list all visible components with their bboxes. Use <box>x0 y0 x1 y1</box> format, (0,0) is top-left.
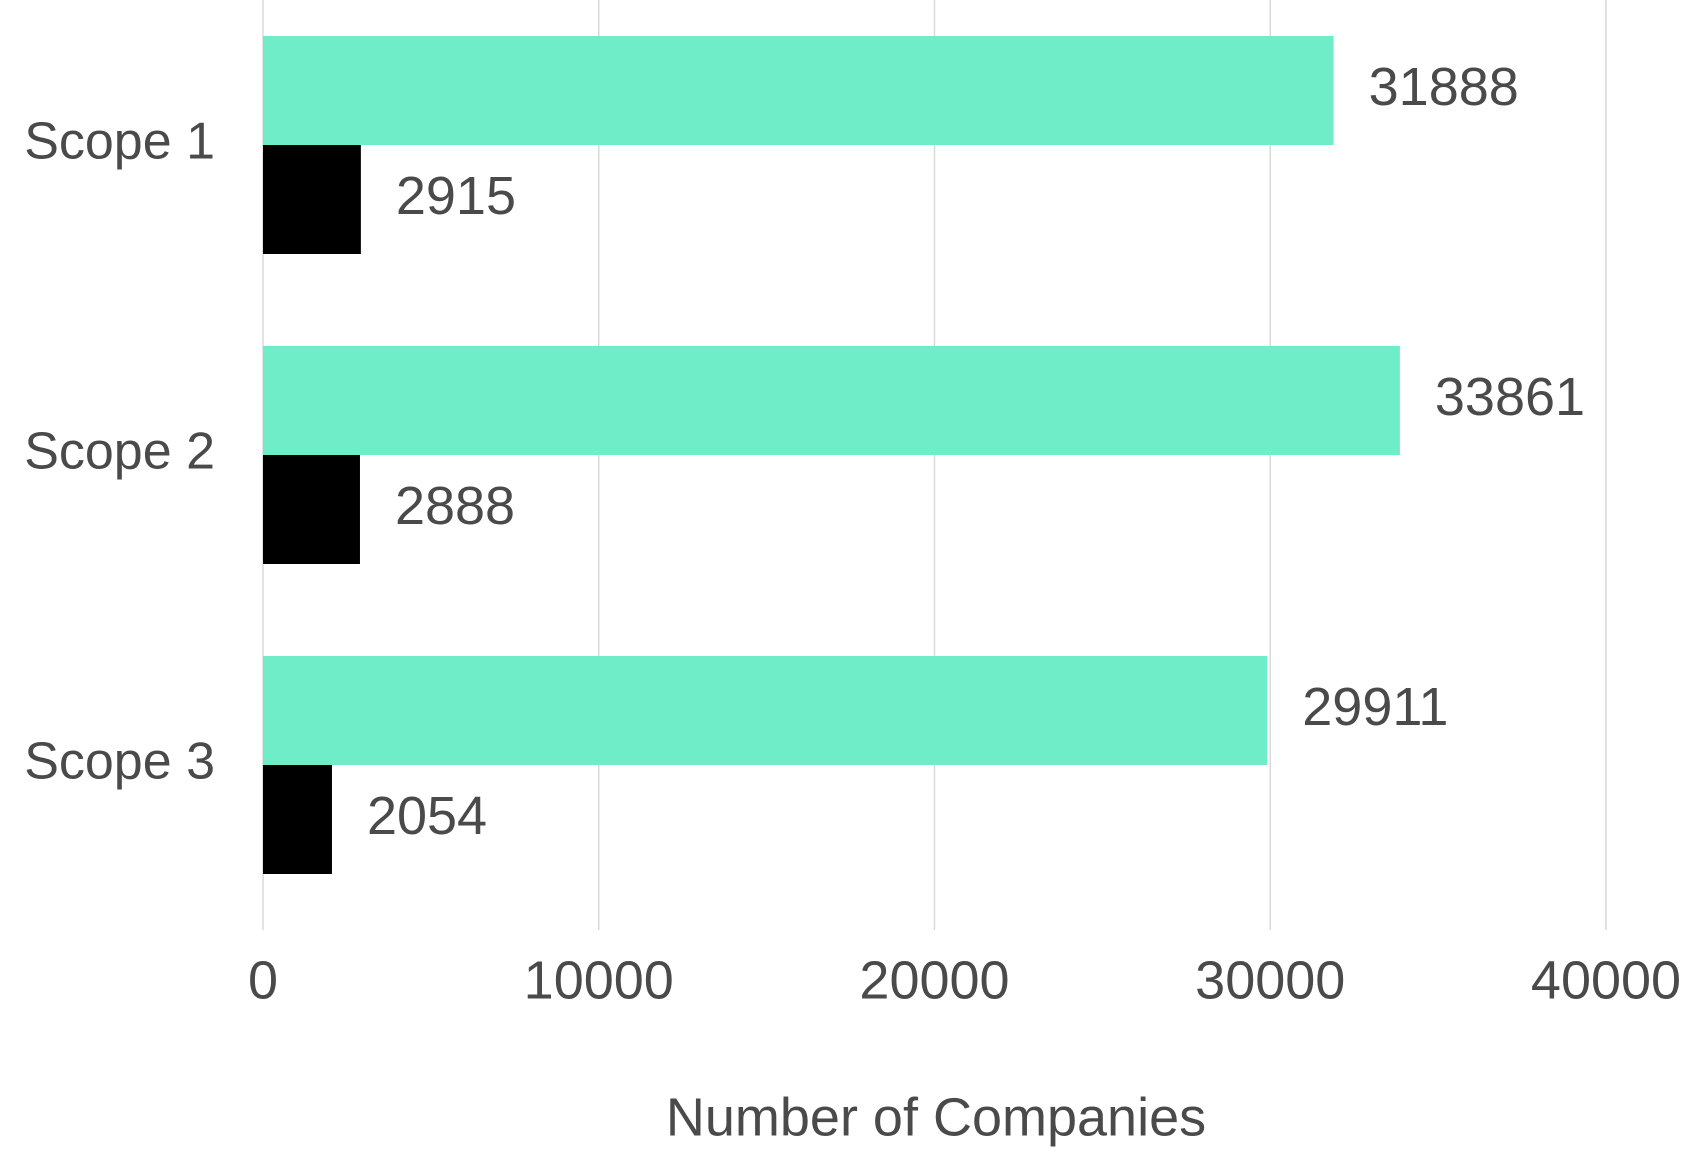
x-tick-label: 20000 <box>859 950 1009 1010</box>
value-label: 2915 <box>396 166 516 226</box>
x-tick-label: 40000 <box>1531 950 1681 1010</box>
value-label: 31888 <box>1369 57 1519 117</box>
bar <box>263 656 1268 765</box>
y-tick-label: Scope 3 <box>24 733 215 791</box>
bar <box>263 36 1334 145</box>
value-label: 2054 <box>367 786 487 846</box>
bar <box>263 346 1400 455</box>
x-tick-label: 30000 <box>1195 950 1345 1010</box>
value-label: 2888 <box>395 476 515 536</box>
bar <box>263 765 332 874</box>
x-tick-label: 0 <box>248 950 278 1010</box>
bar <box>263 145 361 254</box>
x-axis-label: Number of Companies <box>666 1087 1206 1147</box>
x-tick-label: 10000 <box>524 950 674 1010</box>
y-tick-label: Scope 2 <box>24 423 215 481</box>
value-label: 29911 <box>1302 677 1448 737</box>
bar <box>263 455 360 564</box>
y-tick-label: Scope 1 <box>24 113 215 171</box>
value-label: 33861 <box>1435 367 1585 427</box>
